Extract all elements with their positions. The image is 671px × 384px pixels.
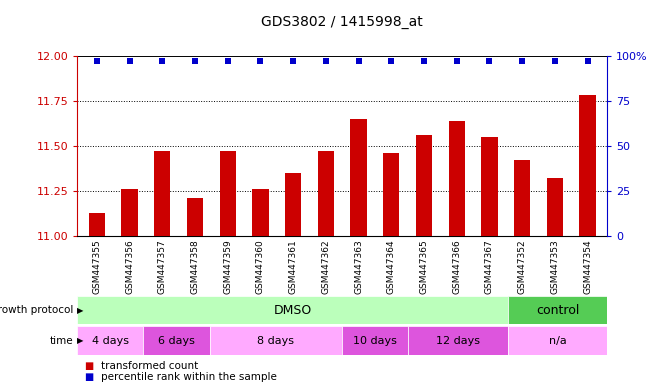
Bar [481, 137, 498, 236]
Bar [416, 135, 432, 236]
Bar [154, 151, 170, 236]
Text: GSM447365: GSM447365 [419, 239, 429, 294]
Text: GSM447355: GSM447355 [93, 239, 101, 294]
Point [222, 58, 233, 64]
Text: time: time [50, 336, 74, 346]
Text: n/a: n/a [549, 336, 566, 346]
Point [321, 58, 331, 64]
Point [91, 58, 102, 64]
Bar [219, 151, 236, 236]
Point [353, 58, 364, 64]
Bar [89, 213, 105, 236]
Bar [77, 326, 144, 355]
Text: GSM447366: GSM447366 [452, 239, 461, 294]
Bar [350, 119, 367, 236]
Text: GSM447353: GSM447353 [550, 239, 560, 294]
Text: 10 days: 10 days [354, 336, 397, 346]
Bar [580, 95, 596, 236]
Point [124, 58, 135, 64]
Text: GSM447354: GSM447354 [583, 239, 592, 294]
Bar [514, 161, 530, 236]
Text: GSM447364: GSM447364 [386, 239, 396, 294]
Text: transformed count: transformed count [101, 361, 198, 371]
Point [484, 58, 495, 64]
Text: ■: ■ [84, 372, 93, 382]
Text: 4 days: 4 days [92, 336, 129, 346]
Bar [209, 326, 342, 355]
Text: GSM447356: GSM447356 [125, 239, 134, 294]
Bar [285, 173, 301, 236]
Bar [317, 151, 334, 236]
Point [386, 58, 397, 64]
Point [550, 58, 560, 64]
Point [190, 58, 201, 64]
Bar [448, 121, 465, 236]
Text: GSM447358: GSM447358 [191, 239, 199, 294]
Point [288, 58, 299, 64]
Text: GSM447357: GSM447357 [158, 239, 166, 294]
Text: GSM447362: GSM447362 [321, 239, 330, 294]
Text: GDS3802 / 1415998_at: GDS3802 / 1415998_at [261, 15, 423, 29]
Bar [508, 326, 607, 355]
Bar [144, 326, 209, 355]
Bar [508, 296, 607, 324]
Point [419, 58, 429, 64]
Bar [547, 179, 563, 236]
Text: growth protocol: growth protocol [0, 305, 74, 315]
Text: GSM447352: GSM447352 [518, 239, 527, 294]
Text: GSM447361: GSM447361 [289, 239, 298, 294]
Bar [121, 189, 138, 236]
Text: GSM447359: GSM447359 [223, 239, 232, 294]
Point [582, 58, 593, 64]
Bar [252, 189, 268, 236]
Text: GSM447367: GSM447367 [485, 239, 494, 294]
Bar [409, 326, 508, 355]
Bar [187, 198, 203, 236]
Text: ▶: ▶ [76, 336, 83, 345]
Point [517, 58, 527, 64]
Text: ■: ■ [84, 361, 93, 371]
Text: GSM447360: GSM447360 [256, 239, 265, 294]
Text: percentile rank within the sample: percentile rank within the sample [101, 372, 276, 382]
Point [452, 58, 462, 64]
Text: GSM447363: GSM447363 [354, 239, 363, 294]
Text: ▶: ▶ [76, 306, 83, 314]
Point [157, 58, 168, 64]
Text: 12 days: 12 days [436, 336, 480, 346]
Bar [77, 296, 508, 324]
Bar [383, 153, 399, 236]
Text: DMSO: DMSO [273, 304, 311, 316]
Bar [342, 326, 409, 355]
Text: 6 days: 6 days [158, 336, 195, 346]
Text: 8 days: 8 days [258, 336, 295, 346]
Text: control: control [536, 304, 579, 316]
Point [255, 58, 266, 64]
